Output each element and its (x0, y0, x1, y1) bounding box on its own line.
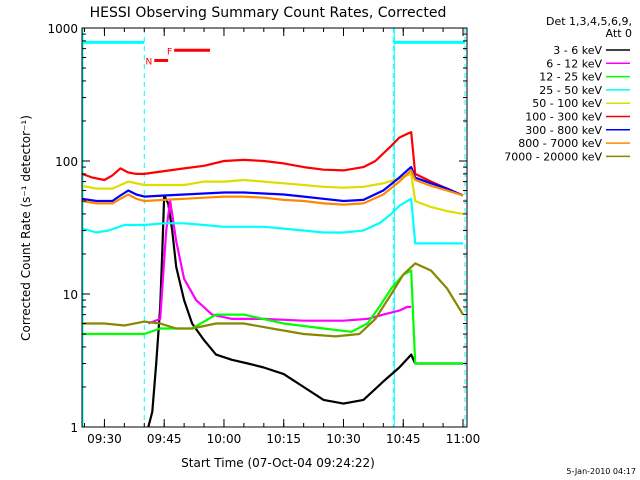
chart-title: HESSI Observing Summary Count Rates, Cor… (90, 5, 447, 21)
series-line-3-6-kev (147, 194, 463, 428)
series-line-7000-20000-kev (82, 262, 464, 338)
x-tick-label: 10:45 (386, 432, 421, 446)
legend-label: 100 - 300 keV (525, 111, 602, 124)
legend-header-line-1: Det 1,3,4,5,6,9, (546, 15, 632, 28)
footer-date: 5-Jan-2010 04:17 (566, 467, 636, 476)
legend-label: 50 - 100 keV (532, 97, 602, 110)
series-line-50-100-kev (81, 172, 464, 215)
x-tick-label: 09:45 (147, 432, 182, 446)
x-tick-label: 10:00 (207, 432, 242, 446)
legend-label: 7000 - 20000 keV (504, 150, 602, 163)
y-tick-label: 1000 (47, 22, 78, 36)
y-axis-label: Corrected Count Rate (s⁻¹ detector⁻¹) (19, 115, 33, 341)
x-tick-label: 11:00 (446, 432, 481, 446)
flag-label-N: N (146, 57, 153, 67)
legend-label: 25 - 50 keV (539, 84, 602, 97)
x-axis-label: Start Time (07-Oct-04 09:24:22) (181, 456, 375, 470)
y-tick-label: 1 (70, 421, 78, 435)
series-line-100-300-kev (81, 131, 464, 197)
legend-label: 12 - 25 keV (539, 71, 602, 84)
x-tick-label: 10:30 (326, 432, 361, 446)
series-line-12-25-kev (82, 269, 463, 365)
y-tick-label: 100 (55, 155, 78, 169)
y-axis: 1 10 100 1000 (47, 22, 467, 435)
plot-frame (81, 27, 468, 428)
x-axis: 09:30 09:45 10:00 10:15 10:30 10:45 11:00 (84, 28, 481, 446)
legend-label: 6 - 12 keV (546, 57, 602, 70)
legend-label: 300 - 800 keV (525, 124, 602, 137)
series-line-25-50-kev (81, 197, 463, 245)
flag-markers: NF (146, 47, 211, 67)
y-tick-label: 10 (63, 288, 78, 302)
flag-label-F: F (167, 47, 172, 57)
legend-label: 3 - 6 keV (553, 44, 602, 57)
series-line-800-7000-kev (81, 169, 464, 206)
series-line-300-800-kev (81, 166, 464, 203)
legend-header-line-2: Att 0 (606, 27, 632, 40)
x-tick-label: 10:15 (266, 432, 301, 446)
series-lines (81, 131, 464, 428)
series-line-6-12-kev (147, 199, 412, 325)
legend-label: 800 - 7000 keV (518, 137, 602, 150)
x-tick-label: 09:30 (87, 432, 122, 446)
night-boundary-lines (82, 28, 466, 427)
